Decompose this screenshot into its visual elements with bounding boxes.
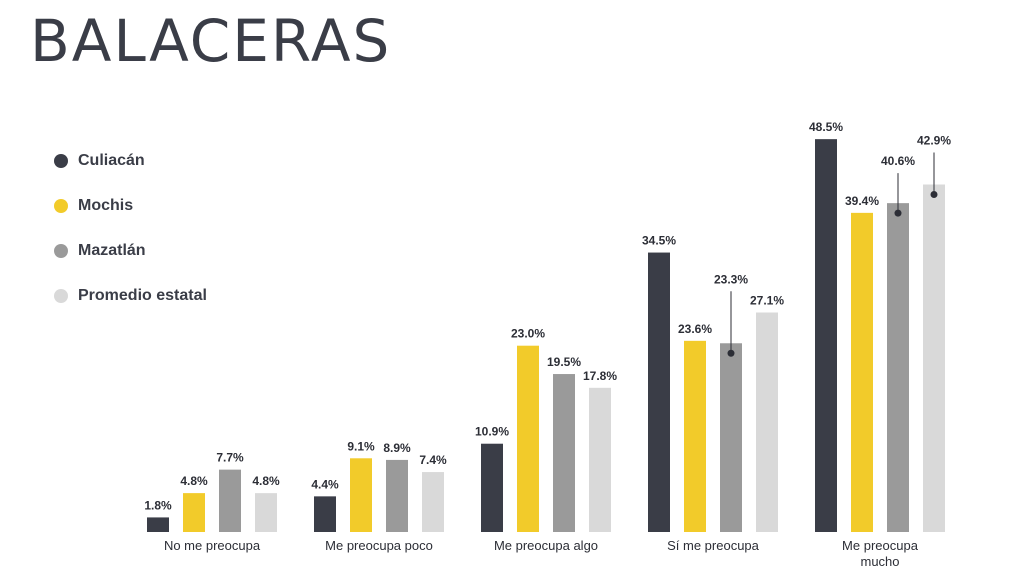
data-label: 4.8%: [252, 474, 280, 488]
legend-swatch: [54, 198, 68, 213]
data-label: 7.7%: [216, 451, 244, 465]
bar: [756, 312, 778, 532]
bar: [887, 203, 909, 532]
data-label: 19.5%: [547, 355, 581, 369]
bar: [422, 472, 444, 532]
data-label: 39.4%: [845, 194, 879, 208]
data-label: 48.5%: [809, 120, 843, 134]
data-label: 4.8%: [180, 474, 208, 488]
data-label: 17.8%: [583, 369, 617, 383]
data-label: 40.6%: [881, 154, 915, 168]
leader-dot: [930, 191, 938, 199]
data-label: 9.1%: [347, 439, 375, 453]
data-label: 4.4%: [311, 477, 339, 491]
bar: [481, 443, 503, 532]
bar: [684, 340, 706, 532]
legend-label: Promedio estatal: [78, 286, 207, 304]
legend-swatch: [54, 153, 68, 168]
bar: [219, 469, 241, 532]
bar: [720, 343, 742, 532]
legend-label: Culiacán: [78, 151, 145, 169]
legend-swatch: [54, 243, 68, 258]
bar: [648, 252, 670, 533]
legend-item: Mochis: [54, 183, 207, 228]
bar: [386, 459, 408, 532]
bar: [517, 345, 539, 532]
bar: [553, 374, 575, 532]
category-label: Sí me preocupa: [667, 538, 760, 553]
data-label: 23.6%: [678, 322, 712, 336]
bar: [851, 212, 873, 533]
data-label: 42.9%: [917, 134, 951, 148]
bar: [815, 139, 837, 532]
data-label: 23.0%: [511, 327, 545, 341]
leader-dot: [727, 349, 735, 357]
legend-item: Promedio estatal: [54, 273, 207, 318]
bar: [255, 493, 277, 532]
legend-item: Mazatlán: [54, 228, 207, 273]
legend-swatch: [54, 288, 68, 303]
bar: [147, 517, 169, 532]
category-label: Me preocupa poco: [325, 538, 433, 553]
bar: [589, 387, 611, 532]
legend-item: Culiacán: [54, 138, 207, 183]
bar: [314, 496, 336, 532]
page-title: BALACERAS: [30, 7, 392, 75]
bar: [923, 184, 945, 532]
category-label: Me preocupa algo: [494, 538, 598, 553]
legend-label: Mazatlán: [78, 241, 146, 259]
data-label: 27.1%: [750, 293, 784, 307]
data-label: 23.3%: [714, 272, 748, 286]
data-label: 8.9%: [383, 441, 411, 455]
leader-dot: [894, 209, 902, 217]
data-label: 7.4%: [419, 453, 447, 467]
category-label: No me preocupa: [164, 538, 261, 553]
bar: [350, 458, 372, 532]
bar: [183, 493, 205, 532]
category-label: Me preocupa: [842, 538, 919, 553]
legend-label: Mochis: [78, 196, 134, 214]
data-label: 1.8%: [144, 498, 172, 512]
category-label: mucho: [860, 554, 899, 569]
legend: Culiacán Mochis Mazatlán Promedio estatal: [54, 138, 207, 318]
data-label: 10.9%: [475, 425, 509, 439]
data-label: 34.5%: [642, 234, 676, 248]
